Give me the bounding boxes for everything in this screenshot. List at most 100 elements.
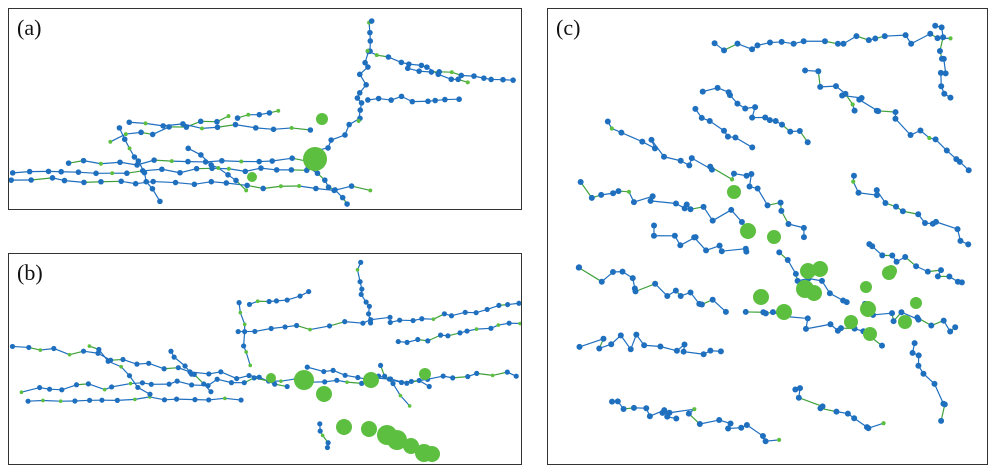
graph-node <box>117 159 123 166</box>
graph-node <box>397 317 403 323</box>
graph-node <box>837 325 844 332</box>
graph-node <box>850 172 857 179</box>
highlighted-node <box>812 261 828 277</box>
graph-node <box>199 126 204 131</box>
highlighted-node <box>387 430 407 450</box>
graph-node <box>126 119 133 126</box>
graph-node <box>256 158 262 165</box>
graph-node <box>366 303 372 309</box>
graph-node <box>87 344 92 348</box>
graph-node <box>354 95 361 101</box>
graph-node <box>177 169 183 176</box>
graph-node <box>362 59 368 66</box>
graph-node <box>892 109 899 116</box>
graph-node <box>796 127 803 134</box>
graph-node <box>647 197 654 204</box>
highlighted-node <box>800 263 816 279</box>
highlighted-node <box>910 297 922 309</box>
graph-node <box>946 273 953 280</box>
graph-node <box>9 343 16 350</box>
graph-node <box>385 54 392 60</box>
graph-node <box>610 190 617 197</box>
graph-node <box>160 123 166 129</box>
graph-edge <box>699 419 720 425</box>
graph-node <box>166 381 172 387</box>
graph-edge <box>635 283 656 292</box>
highlighted-node <box>844 315 858 329</box>
graph-node <box>284 383 290 390</box>
graph-edge <box>721 248 746 252</box>
graph-node <box>131 154 138 160</box>
graph-node <box>404 380 410 386</box>
graph-node <box>28 177 34 183</box>
graph-node <box>448 76 455 83</box>
graph-node <box>146 360 152 366</box>
graph-node <box>648 136 655 143</box>
graph-node <box>242 322 247 327</box>
graph-node <box>132 180 139 187</box>
graph-node <box>804 139 811 146</box>
graph-node <box>256 111 263 118</box>
graph-node <box>776 249 783 256</box>
graph-node <box>804 315 811 322</box>
graph-node <box>159 166 165 173</box>
graph-node <box>932 218 939 225</box>
graph-node <box>671 232 678 239</box>
graph-node <box>206 397 212 403</box>
graph-node <box>9 170 16 176</box>
graph-node <box>363 81 369 88</box>
graph-node <box>673 415 680 422</box>
graph-edge <box>134 396 150 400</box>
graph-node <box>205 383 211 389</box>
graph-edge <box>669 408 695 414</box>
graph-edge <box>580 181 593 199</box>
graph-node <box>700 203 707 210</box>
graph-node <box>707 163 714 170</box>
graph-node <box>762 310 769 317</box>
graph-node <box>398 93 405 100</box>
graph-node <box>365 311 372 317</box>
graph-edge <box>78 171 97 174</box>
graph-node <box>938 24 945 31</box>
graph-node <box>843 299 850 306</box>
graph-node <box>471 73 477 79</box>
graph-edge <box>307 366 324 373</box>
graph-node <box>917 127 924 134</box>
graph-node <box>293 322 300 329</box>
graph-node <box>306 288 312 295</box>
graph-node <box>321 368 327 375</box>
graph-node <box>609 126 614 131</box>
graph-node <box>139 380 146 386</box>
graph-node <box>375 95 382 102</box>
graph-node <box>328 137 334 143</box>
graph-node <box>276 108 281 113</box>
graph-node <box>907 132 914 139</box>
graph-node <box>947 94 954 101</box>
graph-node <box>73 382 80 388</box>
graph-node <box>359 380 365 386</box>
highlighted-node <box>740 223 756 239</box>
graph-node <box>716 417 723 424</box>
graph-node <box>664 413 671 420</box>
graph-node <box>742 105 749 112</box>
graph-node <box>324 444 331 451</box>
graph-node <box>252 328 258 335</box>
graph-node <box>37 384 43 391</box>
graph-edge <box>117 398 135 401</box>
graph-node <box>270 126 277 133</box>
graph-node <box>266 110 273 116</box>
graph-node <box>365 64 371 70</box>
highlighted-node <box>419 368 431 380</box>
graph-edge <box>935 221 958 230</box>
graph-edge <box>153 180 176 184</box>
graph-node <box>219 157 225 164</box>
graph-node <box>171 354 177 360</box>
graph-node <box>677 157 684 164</box>
graph-node <box>473 310 479 316</box>
graph-node <box>724 133 731 140</box>
graph-node <box>943 147 950 154</box>
graph-node <box>19 390 24 395</box>
highlighted-node <box>303 147 327 171</box>
graph-node <box>914 314 921 321</box>
graph-node <box>239 159 244 164</box>
